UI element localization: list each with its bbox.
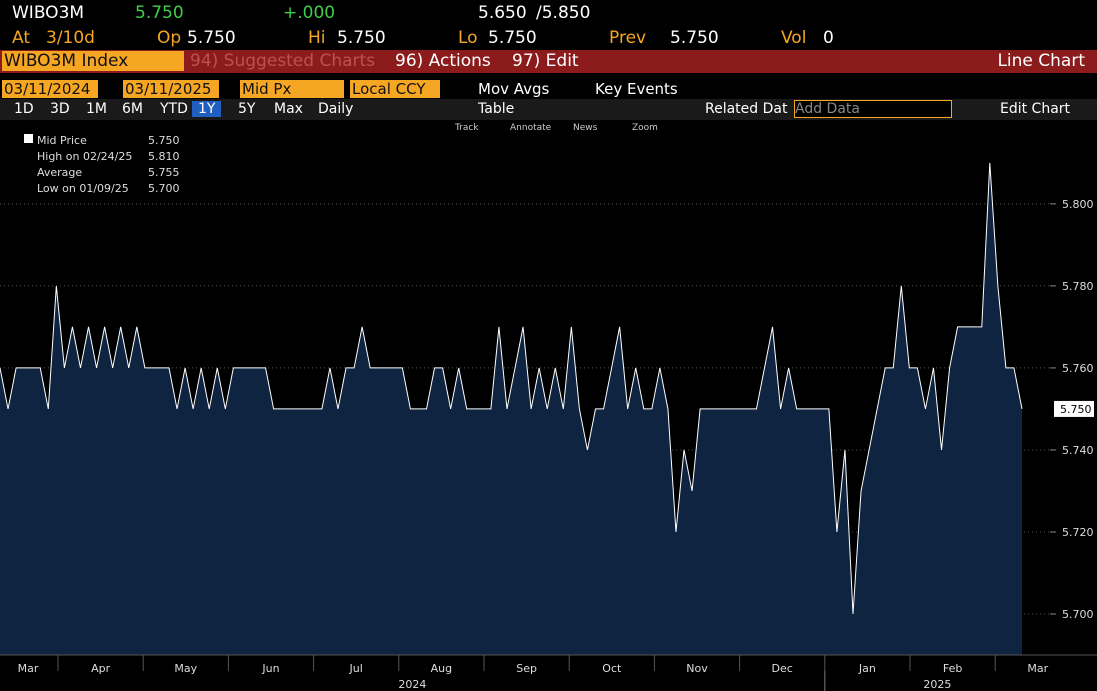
y-tick-label: 5.740 <box>1062 444 1094 457</box>
legend-label: Mid Price <box>37 134 87 147</box>
suggested-charts[interactable]: 94) Suggested Charts <box>190 51 376 71</box>
legend-label: Low on 01/09/25 <box>37 182 129 195</box>
legend-box <box>2 128 192 198</box>
legend-value: 5.810 <box>148 150 180 163</box>
range-button[interactable]: 5Y <box>238 101 256 117</box>
currency-select[interactable]: Local CCY <box>350 80 440 98</box>
chart-tool[interactable]: Track <box>455 123 479 133</box>
mov-avgs[interactable]: Mov Avgs <box>478 80 550 98</box>
chart-tool[interactable]: News <box>573 123 598 133</box>
high: 5.750 <box>337 28 386 48</box>
last-value-label: 5.750 <box>1060 403 1092 416</box>
key-events[interactable]: Key Events <box>595 80 678 98</box>
year-label: 2025 <box>923 678 951 691</box>
x-tick-label: Jun <box>261 662 279 675</box>
y-tick-label: 5.780 <box>1062 280 1094 293</box>
y-tick-label: 5.760 <box>1062 362 1094 375</box>
low: 5.750 <box>488 28 537 48</box>
x-tick-label: Aug <box>431 662 452 675</box>
bid: 5.650 <box>478 3 527 23</box>
prev: 5.750 <box>670 28 719 48</box>
start-date[interactable]: 03/11/2024 <box>2 80 98 98</box>
edit-chart[interactable]: Edit Chart <box>1000 101 1071 117</box>
x-tick-label: Mar <box>18 662 39 675</box>
line <box>0 162 1023 615</box>
vol-label: Vol <box>781 28 807 48</box>
year-label: 2024 <box>398 678 426 691</box>
related-data[interactable]: Related Dat <box>705 101 788 117</box>
actions-menu[interactable]: 96) Actions <box>395 51 491 71</box>
y-tick-label: 5.720 <box>1062 526 1094 539</box>
low-label: Lo <box>458 28 478 48</box>
x-tick-label: Nov <box>686 662 708 675</box>
x-tick-label: Jul <box>349 662 363 675</box>
vol: 0 <box>823 28 834 48</box>
periodicity[interactable]: Daily <box>318 101 354 117</box>
legend-value: 5.750 <box>148 134 180 147</box>
x-tick-label: Mar <box>1027 662 1048 675</box>
open-label: Op <box>157 28 182 48</box>
legend-value: 5.755 <box>148 166 180 179</box>
x-tick-label: Sep <box>516 662 537 675</box>
high-label: Hi <box>308 28 326 48</box>
field-select[interactable]: Mid Px <box>240 80 344 98</box>
security-field[interactable]: WIBO3M Index <box>2 51 184 71</box>
toolbar: WIBO3M Index 94) Suggested Charts 96) Ac… <box>0 50 1097 73</box>
at-value: 3/10d <box>46 28 95 48</box>
add-data[interactable]: Add Data <box>794 100 952 118</box>
range-button[interactable]: 3D <box>50 101 70 117</box>
chart-tool[interactable]: Annotate <box>510 123 552 133</box>
area <box>0 162 1022 655</box>
end-date[interactable]: 03/11/2025 <box>123 80 219 98</box>
range-button[interactable]: 1M <box>86 101 107 117</box>
at-label: At <box>12 28 30 48</box>
ticker: WIBO3M <box>12 3 85 23</box>
range-button[interactable]: YTD <box>160 101 188 117</box>
chart-tool[interactable]: Zoom <box>632 123 658 133</box>
x-tick-label: Apr <box>91 662 111 675</box>
x-tick-label: Feb <box>943 662 962 675</box>
x-tick-label: Jan <box>858 662 876 675</box>
legend-swatch <box>24 134 33 143</box>
range-button[interactable]: Max <box>274 101 303 117</box>
change: +.000 <box>283 3 336 23</box>
x-tick-label: Oct <box>602 662 622 675</box>
y-tick-label: 5.800 <box>1062 198 1094 211</box>
legend-label: High on 02/24/25 <box>37 150 132 163</box>
y-tick-label: 5.700 <box>1062 608 1094 621</box>
range-button[interactable]: 1Y <box>192 101 222 117</box>
edit-menu[interactable]: 97) Edit <box>512 51 579 71</box>
last-value-tag <box>1054 400 1094 417</box>
chart-type: Line Chart <box>997 51 1085 71</box>
x-tick-label: May <box>174 662 197 675</box>
table-button[interactable]: Table <box>478 101 515 117</box>
range-bar: Daily Table Related Dat Add Data Edit Ch… <box>0 99 1097 120</box>
range-button[interactable]: 6M <box>122 101 143 117</box>
ask: /5.850 <box>536 3 591 23</box>
legend-value: 5.700 <box>148 182 180 195</box>
last-price: 5.750 <box>135 3 184 23</box>
prev-label: Prev <box>609 28 647 48</box>
chart: 5.700 5.720 5.740 5.760 5.780 5.800 5.750 Mar Ap… <box>0 128 1097 691</box>
range-button[interactable]: 1D <box>14 101 34 117</box>
open: 5.750 <box>187 28 236 48</box>
legend-label: Average <box>37 166 82 179</box>
x-tick-label: Dec <box>772 662 793 675</box>
